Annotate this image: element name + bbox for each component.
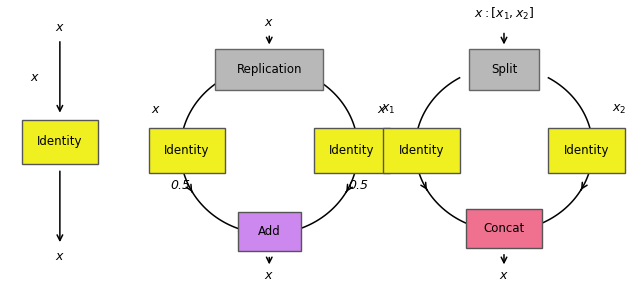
Text: Identity: Identity [329,144,374,157]
Text: 0.5: 0.5 [348,178,368,192]
Text: $x$: $x$ [499,269,509,282]
Text: $x_1$: $x_1$ [381,104,396,116]
Text: $x$: $x$ [264,16,274,29]
Text: $x:[x_1,x_2]$: $x:[x_1,x_2]$ [474,6,534,22]
FancyBboxPatch shape [215,49,323,90]
Text: Identity: Identity [399,144,444,157]
Text: Identity: Identity [37,136,83,148]
FancyBboxPatch shape [466,209,542,248]
FancyBboxPatch shape [548,128,625,172]
Text: $x$: $x$ [377,104,387,116]
FancyBboxPatch shape [314,128,390,172]
FancyBboxPatch shape [148,128,225,172]
FancyBboxPatch shape [22,120,98,164]
Text: Replication: Replication [237,63,302,76]
Text: $x$: $x$ [55,21,65,34]
Text: $x$: $x$ [55,250,65,263]
Text: $x_2$: $x_2$ [612,104,627,116]
Text: Concat: Concat [483,222,525,235]
FancyBboxPatch shape [237,212,301,251]
FancyBboxPatch shape [469,49,539,90]
Text: Add: Add [258,225,280,238]
FancyBboxPatch shape [383,128,460,172]
Text: Identity: Identity [164,144,209,157]
Text: 0.5: 0.5 [170,178,191,192]
Text: $x$: $x$ [152,104,161,116]
Text: $x$: $x$ [264,269,274,282]
Text: Split: Split [491,63,517,76]
Text: Identity: Identity [564,144,609,157]
Text: $x$: $x$ [29,72,40,84]
